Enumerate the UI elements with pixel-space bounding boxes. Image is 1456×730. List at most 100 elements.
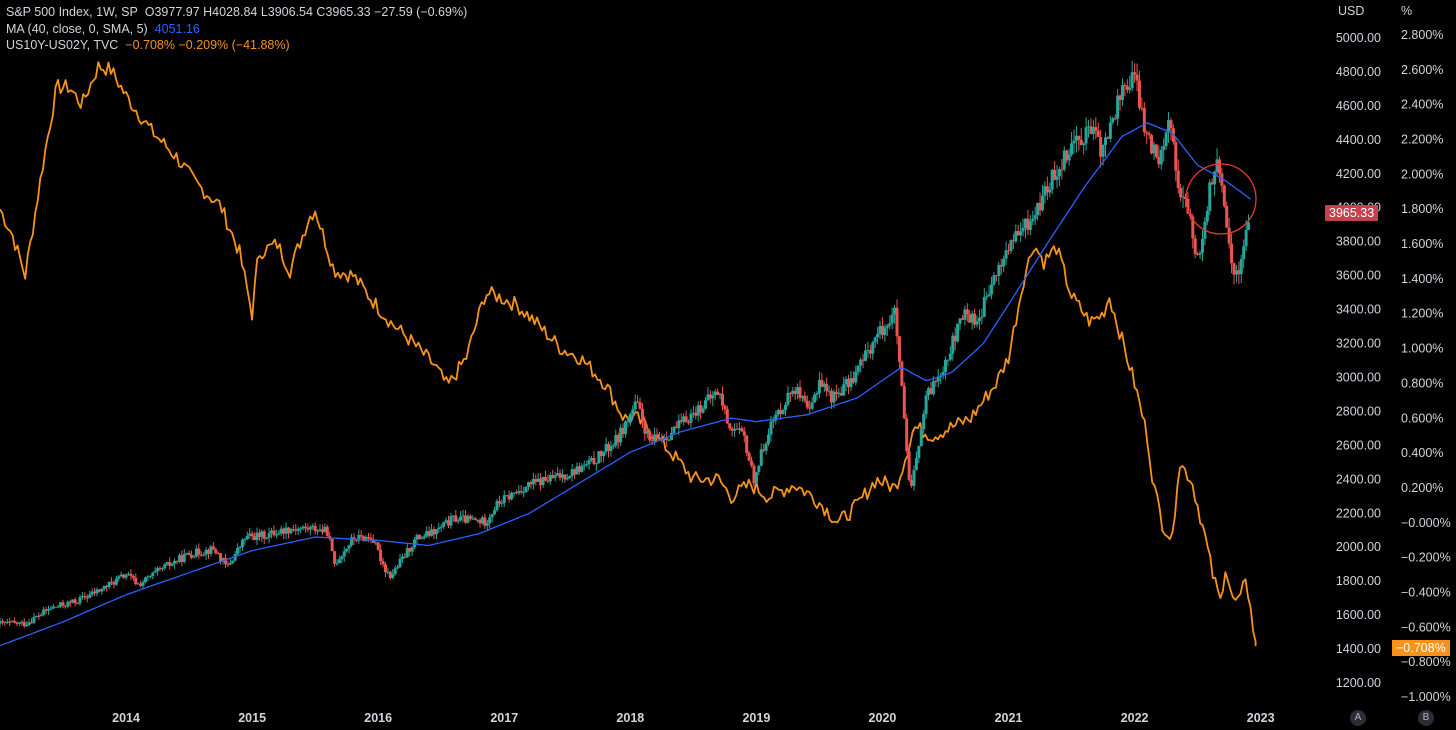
candle [866,341,870,358]
candle [963,305,967,326]
candle [347,544,351,554]
candle [633,394,637,414]
candle [83,592,87,600]
candle [267,527,271,544]
candle [910,474,914,488]
candle [1045,176,1049,200]
candle [594,462,598,471]
candle [716,388,720,396]
candle [202,552,206,557]
candle [1011,233,1015,250]
legend-row-ma[interactable]: MA (40, close, 0, SMA, 5) 4051.16 [6,21,467,38]
candle [1082,142,1086,155]
candle [197,543,201,559]
candle [379,544,383,566]
candle [323,523,327,533]
time-tick-2019: 2019 [742,711,770,725]
candle [745,434,749,457]
legend-row-sp500[interactable]: S&P 500 Index, 1W, SP O3977.97 H4028.84 … [6,4,467,21]
candle [914,451,918,471]
candle [849,370,853,392]
candle [105,584,109,592]
candle [388,570,392,580]
candle [255,527,259,545]
candle [405,544,409,559]
highlight-circle[interactable] [1185,163,1257,235]
candle [44,606,48,615]
candle [815,391,819,401]
candle [556,466,560,477]
pct-tick: 0.400% [1401,446,1443,460]
spread-series-layer [0,61,1257,647]
candle [1079,127,1083,146]
candle [335,559,339,566]
candle [495,498,499,512]
usd-price-axis[interactable]: 5000.004800.004600.004400.004200.004000.… [1336,31,1381,690]
candle [587,455,591,470]
candle [759,443,763,467]
time-axis[interactable]: 2014 2015 2016 2017 2018 2019 2020 2021 2022 2023 [112,711,1274,725]
legend-ma-label: MA (40, close, 0, SMA, 5) [6,21,148,36]
candle [308,525,312,535]
candle [122,573,126,580]
candle [619,424,623,446]
candle [15,621,19,627]
time-tick-2023: 2023 [1247,711,1275,725]
candle [871,340,875,360]
candle [810,397,814,411]
candle [160,566,164,572]
candle [1026,209,1030,236]
pct-axis-title: % [1401,4,1413,18]
candle [400,553,404,564]
candle [880,317,884,339]
candle [1159,145,1163,170]
scale-b-button[interactable]: B [1418,710,1434,726]
candle [703,396,707,410]
candle [1072,129,1076,155]
candle [1024,218,1028,239]
candle [340,555,344,564]
candle [63,605,67,609]
candle [607,441,611,458]
candle [1208,179,1212,215]
candle [1120,78,1124,106]
time-tick-2016: 2016 [364,711,392,725]
candle [490,513,494,523]
candle [1232,262,1236,285]
candle [968,309,972,324]
time-tick-2015: 2015 [238,711,266,725]
candle [151,571,155,580]
candle [830,388,834,410]
candle [808,400,812,415]
legend-row-spread[interactable]: US10Y-US02Y, TVC −0.708% −0.209% (−41.88… [6,37,467,54]
auto-scale-button[interactable]: A [1350,710,1366,726]
candle [73,597,77,607]
candle [245,531,249,540]
candle [1099,129,1103,168]
percent-axis[interactable]: 2.800% 2.600% 2.400% 2.200% 2.000% 1.800% 1.60… [1401,28,1451,704]
candle [934,379,938,387]
candle [786,386,790,407]
candle [590,455,594,462]
candle [214,547,218,555]
candle [543,470,547,482]
candle [631,405,635,421]
candle [1147,130,1151,140]
candle [1150,133,1154,155]
candle [238,545,242,553]
candle [415,533,419,546]
candle [110,577,114,586]
candle [1196,251,1200,256]
candle [907,444,911,483]
candle [851,371,855,385]
candle [0,617,2,628]
candle [602,451,606,463]
candle [1198,250,1202,259]
candle [146,574,150,581]
candle [965,303,969,322]
candle [694,406,698,420]
candle [936,368,940,388]
candle [299,526,303,534]
candle [1067,148,1071,166]
